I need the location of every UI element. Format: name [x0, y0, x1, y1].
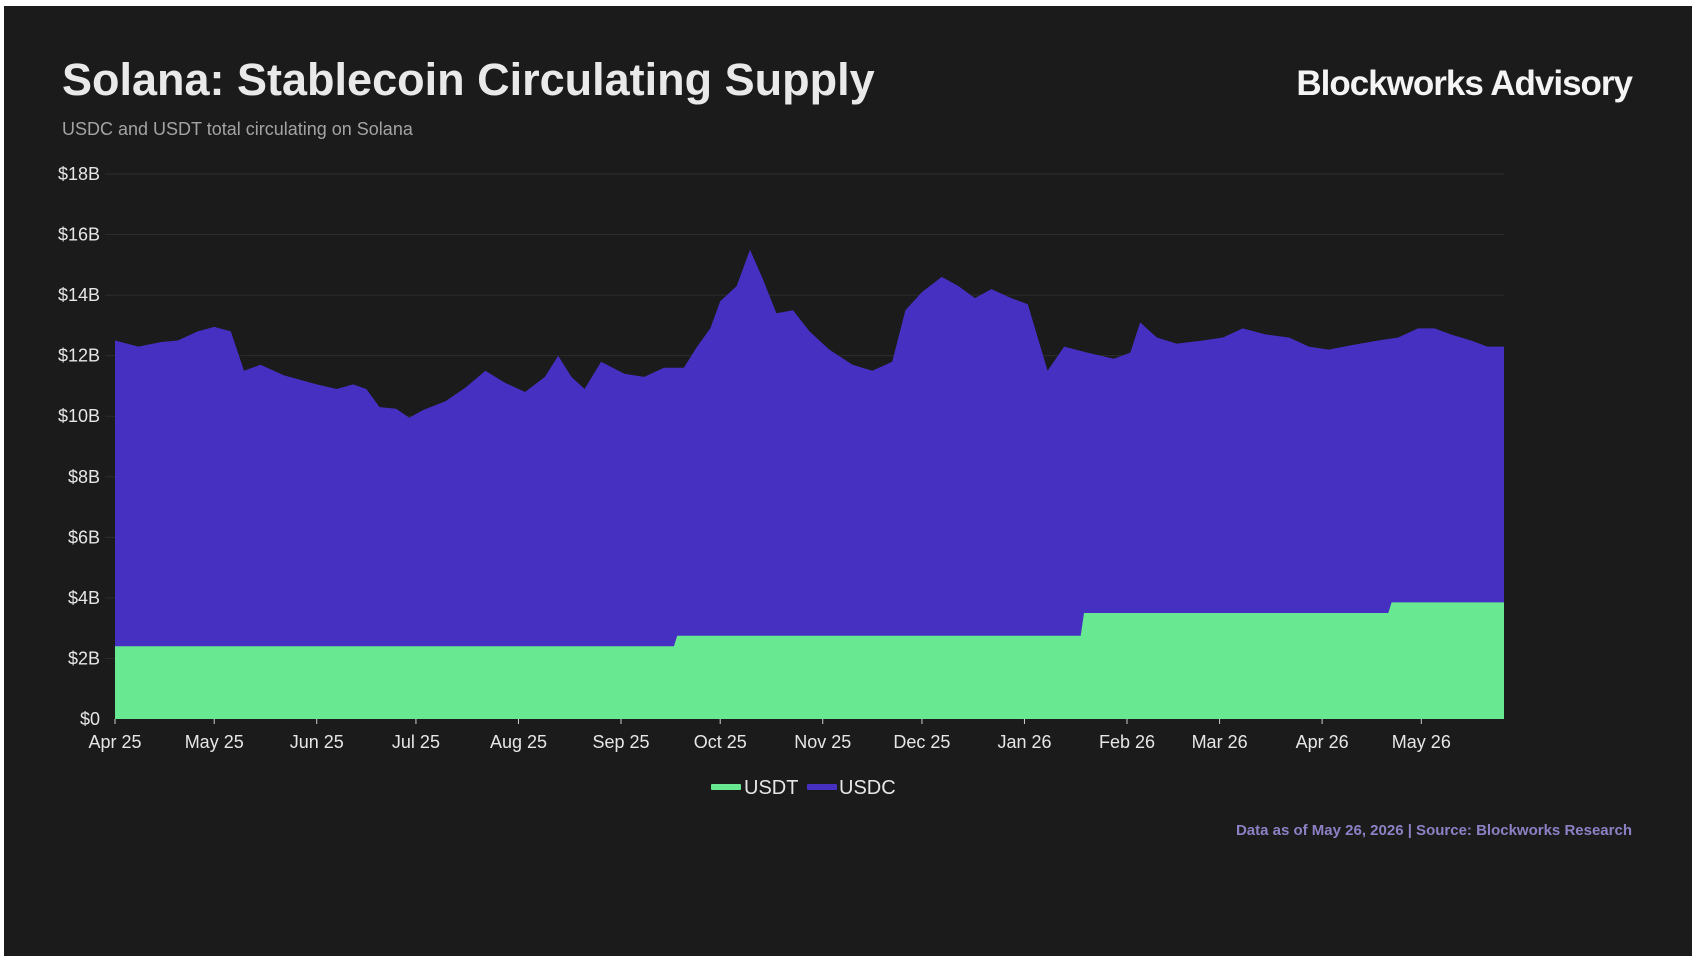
x-tick-label: May 26 [1392, 732, 1451, 752]
x-tick-label: Nov 25 [794, 732, 851, 752]
x-tick-label: Feb 26 [1099, 732, 1155, 752]
y-tick-label: $14B [58, 285, 100, 305]
x-axis: Apr 25 May 25 Jun 25 Jul 25 Aug 25 Sep 25 Oct … [88, 719, 1451, 752]
y-tick-label: $6B [68, 527, 100, 547]
legend-usdc-swatch [807, 784, 837, 790]
y-tick-label: $8B [68, 467, 100, 487]
usdt-area [115, 602, 1504, 719]
x-tick-label: Sep 25 [592, 732, 649, 752]
y-tick-label: $2B [68, 648, 100, 668]
usdc-area [115, 249, 1504, 719]
legend-usdt-label: USDT [744, 777, 798, 799]
source-note: Data as of May 26, 2026 | Source: Blockw… [1235, 822, 1632, 839]
y-tick-label: $16B [58, 225, 100, 245]
x-tick-label: Jun 25 [290, 732, 344, 752]
y-axis: $0 $2B $4B $6B $8B $10B $12B $14B $16B $18B [58, 164, 100, 729]
x-tick-label: Apr 25 [88, 732, 141, 752]
chart-title: Solana: Stablecoin Circulating Supply [62, 54, 875, 105]
x-tick-label: Apr 26 [1296, 732, 1349, 752]
legend-usdt-swatch [711, 784, 741, 790]
chart-subtitle: USDC and USDT total circulating on Solan… [62, 119, 413, 139]
area-series [115, 249, 1504, 719]
x-tick-label: Oct 25 [694, 732, 747, 752]
legend: USDT USDC [711, 777, 896, 799]
y-tick-label: $4B [68, 588, 100, 608]
x-tick-label: Dec 25 [893, 732, 950, 752]
brand-logo-text: Blockworks Advisory [1296, 64, 1633, 103]
stacked-area-chart: $0 $2B $4B $6B $8B $10B $12B $14B $16B $18B Apr 2… [58, 164, 1504, 799]
x-tick-label: Mar 26 [1192, 732, 1248, 752]
y-tick-label: $18B [58, 164, 100, 184]
y-tick-label: $10B [58, 406, 100, 426]
x-tick-label: Aug 25 [490, 732, 547, 752]
y-tick-label: $12B [58, 346, 100, 366]
legend-usdc-label: USDC [839, 777, 896, 799]
x-tick-label: May 25 [185, 732, 244, 752]
x-tick-label: Jan 26 [997, 732, 1051, 752]
chart-card: Solana: Stablecoin Circulating Supply US… [4, 6, 1692, 956]
y-tick-label: $0 [80, 709, 100, 729]
x-tick-label: Jul 25 [392, 732, 440, 752]
